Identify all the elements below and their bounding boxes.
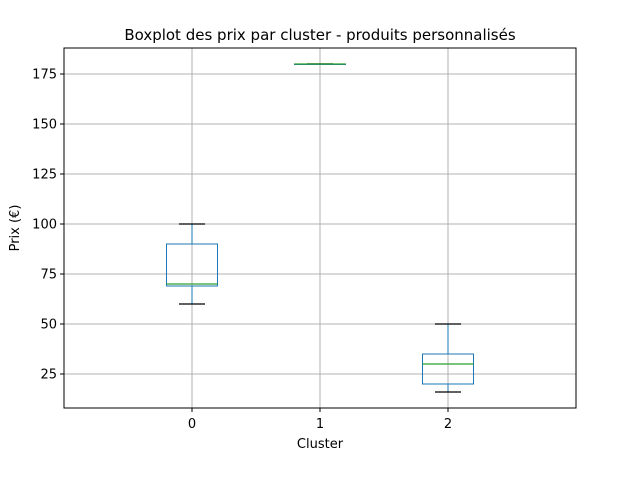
box-cluster-2 — [422, 323, 474, 393]
y-tick-label: 175 — [32, 68, 57, 83]
box-layer — [166, 63, 474, 393]
x-tick-label: 0 — [188, 417, 196, 432]
y-tick-label: 25 — [40, 368, 57, 383]
y-axis-title: Prix (€) — [8, 205, 23, 252]
iqr-box — [166, 243, 218, 287]
chart-title: Boxplot des prix par cluster - produits … — [124, 26, 516, 44]
y-tick-label: 100 — [32, 218, 57, 233]
box-cluster-0 — [166, 223, 218, 305]
tick-layer: 25 50 75 100 125 150 175 0 1 2 — [32, 68, 452, 433]
x-axis-title: Cluster — [297, 437, 344, 452]
y-tick-label: 125 — [32, 168, 57, 183]
iqr-box — [422, 353, 474, 385]
y-tick-label: 150 — [32, 118, 57, 133]
y-tick-label: 75 — [40, 268, 57, 283]
x-tick-label: 1 — [316, 417, 324, 432]
y-tick-label: 50 — [40, 318, 57, 333]
x-tick-label: 2 — [444, 417, 452, 432]
box-cluster-1 — [294, 63, 346, 65]
